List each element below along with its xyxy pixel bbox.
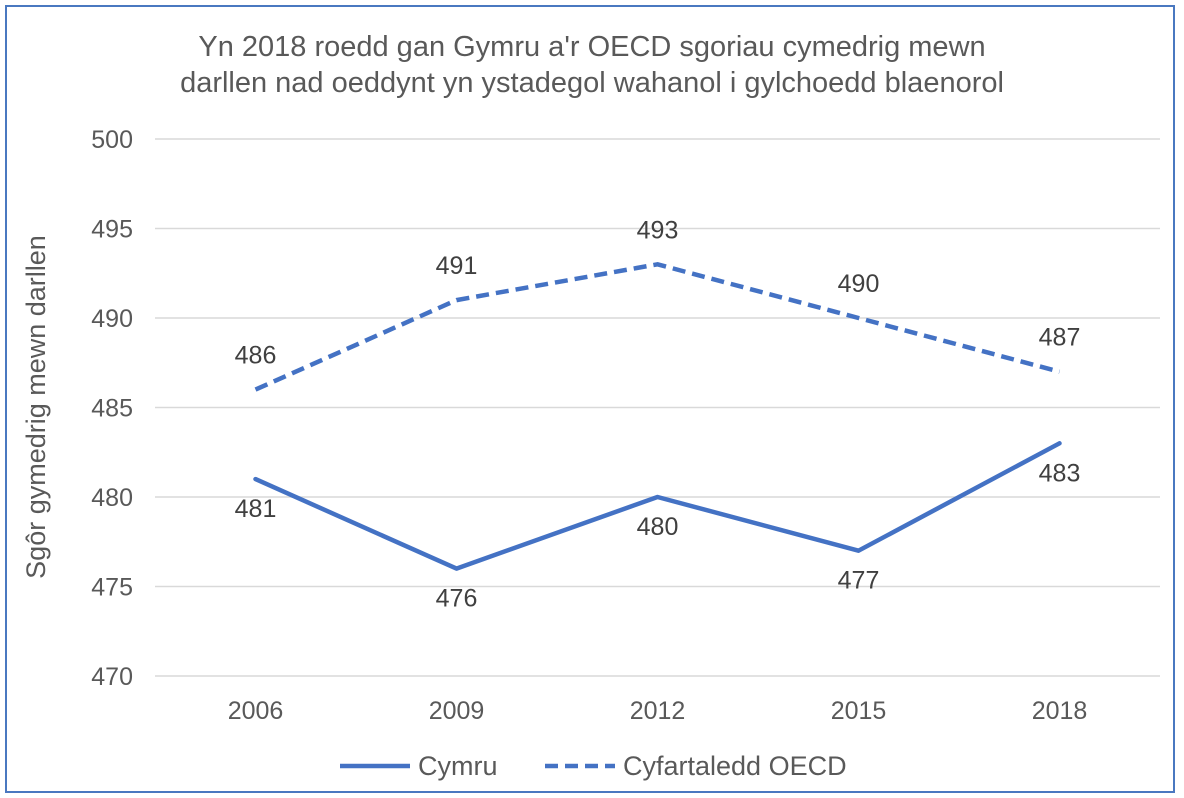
y-tick-label-475: 475 — [91, 574, 133, 602]
data-label-s0-2015: 477 — [838, 567, 880, 595]
data-label-s0-2009: 476 — [436, 585, 478, 613]
legend-label-0: Cymru — [418, 751, 498, 781]
data-label-s1-2009: 491 — [436, 252, 478, 280]
data-label-s1-2018: 487 — [1039, 324, 1081, 352]
chart-title-line-2: darllen nad oeddynt yn ystadegol wahanol… — [180, 67, 1004, 99]
y-tick-label-495: 495 — [91, 216, 133, 244]
data-label-s0-2006: 481 — [235, 495, 277, 523]
y-tick-label-480: 480 — [91, 484, 133, 512]
x-tick-labels: 2006 2009 2012 2015 2018 — [228, 697, 1088, 725]
data-label-s1-2015: 490 — [838, 270, 880, 298]
y-tick-labels: 470 475 480 485 490 495 500 — [91, 126, 133, 691]
legend: Cymru Cyfartaledd OECD — [340, 751, 847, 781]
data-label-s1-2006: 486 — [235, 342, 277, 370]
gridlines — [155, 138, 1160, 677]
x-tick-label-2012: 2012 — [630, 697, 686, 725]
y-tick-label-485: 485 — [91, 395, 133, 423]
y-tick-label-490: 490 — [91, 305, 133, 333]
y-tick-label-470: 470 — [91, 663, 133, 691]
data-labels: 481 476 480 477 483 486 491 493 490 487 — [235, 216, 1081, 612]
series-lines — [253, 262, 1062, 571]
y-tick-label-500: 500 — [91, 126, 133, 154]
legend-label-1: Cyfartaledd OECD — [623, 751, 847, 781]
series-line-1 — [254, 262, 1061, 392]
data-label-s0-2012: 480 — [637, 513, 679, 541]
series-line-0 — [253, 441, 1062, 571]
x-tick-label-2009: 2009 — [429, 697, 485, 725]
x-tick-label-2006: 2006 — [228, 697, 284, 725]
chart-title-line-1: Yn 2018 roedd gan Gymru a'r OECD sgoriau… — [198, 31, 985, 63]
y-axis-label: Sgôr gymedrig mewn darllen — [21, 235, 51, 579]
data-label-s1-2012: 493 — [637, 216, 679, 244]
data-label-s0-2018: 483 — [1039, 459, 1081, 487]
x-tick-label-2015: 2015 — [831, 697, 887, 725]
chart-frame — [5, 5, 1175, 793]
x-tick-label-2018: 2018 — [1032, 697, 1088, 725]
